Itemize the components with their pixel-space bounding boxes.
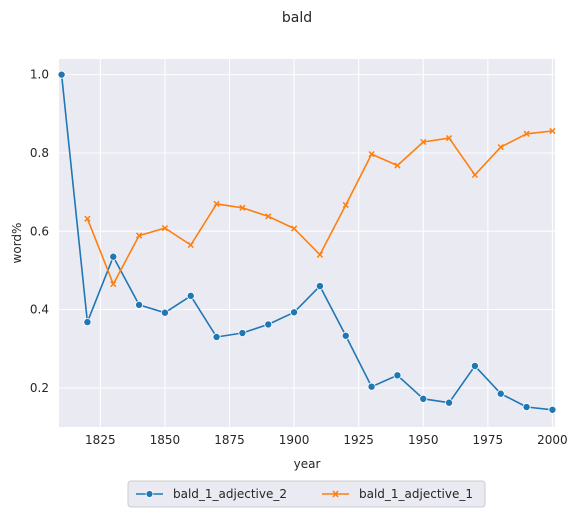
legend-marker-x [332, 490, 339, 498]
x-tick-label: 1850 [150, 433, 181, 447]
data-point [110, 280, 117, 288]
y-tick-label: 0.2 [30, 381, 49, 395]
data-point [265, 213, 272, 220]
x-axis-label: year [294, 457, 321, 471]
data-point [212, 332, 221, 341]
data-point [470, 361, 479, 370]
y-tick-label: 0.6 [30, 224, 49, 238]
x-tick-label: 2000 [537, 433, 568, 447]
data-point [393, 371, 402, 380]
data-point [394, 162, 401, 169]
data-point [109, 252, 118, 261]
x-tick-label: 1925 [343, 433, 374, 447]
series-line-bald_1_adjective_2 [60, 74, 553, 411]
x-tick-label: 1875 [214, 433, 245, 447]
data-point [548, 405, 557, 414]
series-layer [57, 70, 557, 414]
chart-title: bald [282, 10, 312, 26]
data-point [523, 130, 530, 137]
grid-lines [59, 59, 555, 427]
legend-marker-circle [145, 490, 154, 498]
x-tick-label: 1975 [473, 433, 504, 447]
data-point [341, 331, 350, 340]
data-point [315, 282, 324, 291]
legend: bald_1_adjective_2 bald_1_adjective_1 [127, 480, 486, 508]
legend-label-1: bald_1_adjective_1 [359, 487, 473, 501]
data-point [84, 215, 91, 222]
legend-box [127, 480, 486, 508]
x-tick-labels: 1825 1850 1875 1900 1925 1950 1975 2000 [85, 433, 568, 447]
data-point [238, 329, 247, 338]
data-point [213, 200, 220, 207]
data-point [497, 143, 504, 151]
data-point [471, 171, 479, 179]
data-point [83, 318, 92, 327]
x-tick-label: 1950 [408, 433, 439, 447]
series-bald_1_adjective_2 [57, 70, 557, 414]
data-point [290, 225, 298, 232]
data-point [522, 403, 531, 412]
data-point [161, 224, 169, 232]
data-point [187, 241, 194, 249]
data-point [57, 70, 66, 79]
data-point [342, 201, 349, 209]
series-bald_1_adjective_1 [84, 127, 556, 288]
y-tick-label: 1.0 [30, 68, 49, 82]
data-point [186, 291, 195, 300]
y-tick-label: 0.4 [30, 303, 49, 317]
data-point [239, 204, 246, 211]
x-tick-label: 1825 [85, 433, 116, 447]
data-point [496, 389, 505, 398]
x-tick-label: 1900 [279, 433, 310, 447]
data-point [419, 394, 428, 403]
data-point [160, 308, 169, 317]
data-point [549, 127, 556, 135]
data-point [135, 232, 143, 239]
data-point [264, 320, 273, 329]
data-point [290, 308, 299, 317]
data-point [445, 398, 454, 407]
data-point [420, 138, 427, 146]
data-point [445, 134, 453, 142]
data-point [368, 151, 375, 158]
data-point [316, 251, 324, 258]
data-point [367, 382, 376, 391]
legend-label-0: bald_1_adjective_2 [173, 487, 287, 501]
data-point [135, 300, 144, 309]
y-tick-label: 0.8 [30, 146, 49, 160]
y-tick-labels: 0.2 0.4 0.6 0.8 1.0 [30, 68, 49, 395]
y-axis-label: word% [10, 223, 24, 264]
